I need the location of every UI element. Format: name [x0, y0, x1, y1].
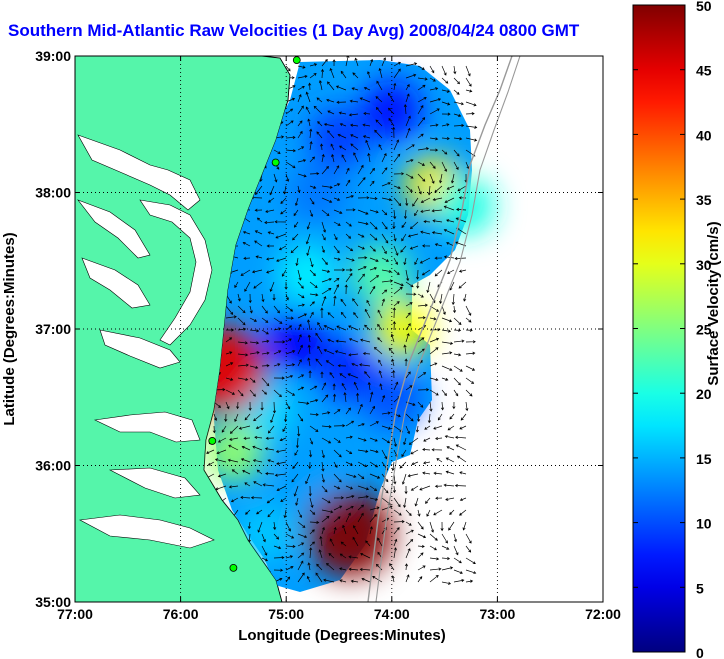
y-tick-label-0: 35:00 [35, 594, 71, 610]
speed-region-12 [204, 421, 264, 482]
colorbar-tick-label-3: 15 [696, 451, 712, 467]
bay-4 [99, 329, 181, 369]
colorbar-tick-label-0: 0 [696, 645, 704, 659]
y-axis-label: Latitude (Degrees:Minutes) [1, 232, 18, 425]
colorbar-tick-label-9: 45 [696, 63, 712, 79]
y-tick-label-4: 39:00 [35, 48, 71, 64]
colorbar-tick-label-2: 10 [696, 516, 712, 532]
speed-region-10 [361, 367, 422, 428]
x-tick-label-1: 76:00 [163, 606, 199, 622]
speed-region-15 [305, 489, 394, 578]
speed-region-16 [204, 325, 267, 414]
bay-5 [93, 411, 201, 443]
speed-region-2 [287, 162, 348, 223]
colorbar [632, 4, 686, 653]
speed-region-5 [277, 244, 338, 305]
colorbar-tick-label-10: 50 [696, 0, 712, 14]
x-tick-label-2: 75:00 [268, 606, 304, 622]
colorbar-tick-label-8: 40 [696, 127, 712, 143]
colorbar-tick-label-6: 30 [696, 257, 712, 273]
y-tick-label-3: 38:00 [35, 185, 71, 201]
bay-2 [77, 199, 151, 259]
radar-site-1 [271, 158, 280, 167]
bay-1 [139, 199, 213, 346]
speed-region-6 [351, 244, 412, 305]
speed-region-8 [266, 312, 327, 373]
colorbar-tick-label-1: 5 [696, 580, 704, 596]
chart-title: Southern Mid-Atlantic Raw Velocities (1 … [8, 21, 580, 40]
x-axis-label: Longitude (Degrees:Minutes) [238, 627, 446, 644]
speed-region-0 [309, 107, 369, 168]
grid [75, 56, 603, 602]
bathymetry-contour-1 [367, 56, 513, 602]
x-tick-label-0: 77:00 [57, 606, 93, 622]
bay-0 [77, 134, 201, 211]
speed-region-1 [361, 80, 422, 141]
x-tick-label-3: 74:00 [374, 606, 410, 622]
radar-site-3 [229, 563, 238, 572]
velocity-field [204, 56, 496, 592]
colorbar-tick-label-5: 25 [696, 322, 712, 338]
bay-6 [108, 467, 201, 499]
radar-site-0 [292, 56, 301, 64]
y-tick-label-1: 36:00 [35, 458, 71, 474]
speed-region-7 [372, 299, 433, 359]
x-tick-label-5: 72:00 [585, 606, 621, 622]
bay-3 [81, 257, 151, 309]
x-tick-label-4: 73:00 [479, 606, 515, 622]
colorbar-label: Surface Velocity (cm/s) [705, 221, 722, 385]
y-tick-label-2: 37:00 [35, 321, 71, 337]
colorbar-tick-label-7: 35 [696, 192, 712, 208]
bay-7 [79, 514, 215, 549]
radar-site-2 [208, 437, 217, 445]
colorbar-tick-label-4: 20 [696, 386, 712, 402]
bathymetry-contour-2 [375, 56, 521, 602]
